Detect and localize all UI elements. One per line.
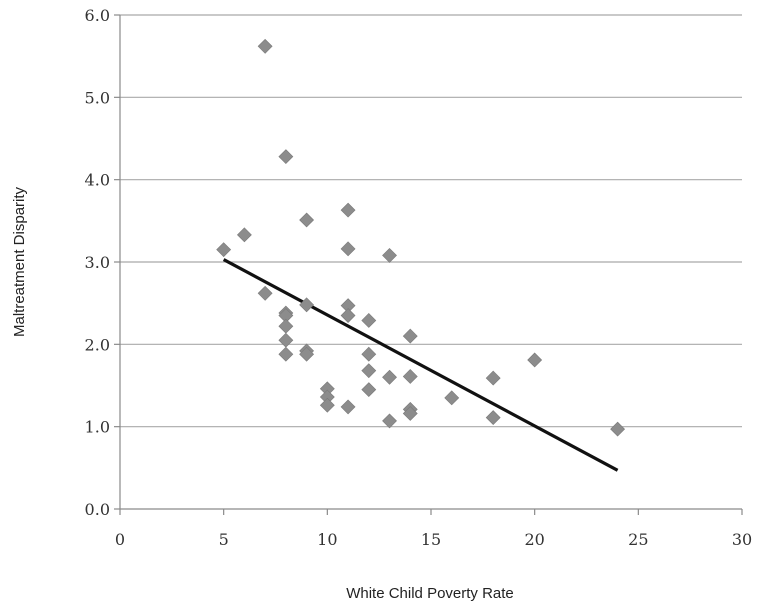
data-point-26 <box>382 247 397 263</box>
data-point-24 <box>361 363 377 379</box>
y-tick-label-0: 0.0 <box>85 500 110 519</box>
data-point-21 <box>340 399 356 415</box>
data-points <box>216 38 626 437</box>
x-tick-label-2: 10 <box>317 530 337 549</box>
data-point-4 <box>278 149 294 165</box>
x-tick-label-1: 5 <box>219 530 229 549</box>
y-tick-label-2: 2.0 <box>85 335 110 354</box>
data-point-34 <box>485 370 501 386</box>
data-point-37 <box>610 421 626 437</box>
data-point-3 <box>257 285 273 301</box>
x-tick-label-4: 20 <box>524 530 544 549</box>
x-tick-label-5: 25 <box>628 530 648 549</box>
data-point-1 <box>236 227 252 243</box>
x-tick-label-0: 0 <box>115 530 125 549</box>
trendline <box>222 258 619 472</box>
x-tick-label-3: 15 <box>421 530 441 549</box>
axes <box>114 14 743 515</box>
data-point-11 <box>299 297 315 313</box>
data-point-18 <box>340 241 356 257</box>
data-point-32 <box>402 406 418 421</box>
data-point-17 <box>340 202 356 218</box>
x-axis-title: White Child Poverty Rate <box>346 585 514 602</box>
y-tick-label-4: 4.0 <box>85 171 110 190</box>
data-point-7 <box>278 318 294 334</box>
data-point-2 <box>257 38 273 54</box>
y-tick-label-3: 3.0 <box>85 253 110 272</box>
data-point-0 <box>216 242 232 258</box>
data-point-10 <box>299 212 315 228</box>
data-point-9 <box>278 346 294 362</box>
y-axis-title: Maltreatment Disparity <box>11 186 28 337</box>
data-point-29 <box>402 328 418 344</box>
data-point-25 <box>361 382 377 398</box>
tick-labels: 0.0 1.0 2.0 3.0 4.0 5.0 6.0 0 5 10 15 20 25 30 <box>85 6 753 549</box>
data-point-33 <box>444 390 460 406</box>
data-point-20 <box>340 308 356 323</box>
data-point-22 <box>361 313 377 328</box>
y-tick-label-1: 1.0 <box>85 418 110 437</box>
data-point-35 <box>485 410 501 426</box>
data-point-23 <box>361 346 377 362</box>
y-tick-label-5: 5.0 <box>85 88 110 107</box>
data-point-28 <box>382 413 397 429</box>
x-tick-label-6: 30 <box>732 530 752 549</box>
gridlines <box>120 14 742 428</box>
data-point-30 <box>402 369 418 384</box>
data-point-27 <box>382 369 397 385</box>
data-point-8 <box>278 332 294 348</box>
data-point-36 <box>527 352 543 368</box>
y-tick-label-6: 6.0 <box>85 6 110 25</box>
trendline-group <box>222 258 619 472</box>
data-point-16 <box>319 397 335 413</box>
data-point-13 <box>299 346 315 362</box>
